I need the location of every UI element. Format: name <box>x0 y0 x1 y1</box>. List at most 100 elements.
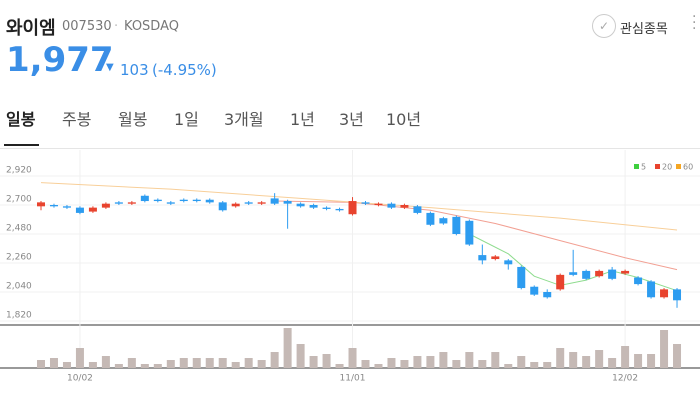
candle-body <box>270 198 279 204</box>
candle-body <box>37 202 45 207</box>
candle-body <box>608 269 617 279</box>
tab[interactable]: 1년 <box>290 110 315 129</box>
volume-bar <box>335 364 344 368</box>
volume-bar <box>543 362 552 368</box>
candle-body <box>387 203 396 208</box>
tab[interactable]: 3년 <box>339 110 364 129</box>
candle-body <box>153 199 162 202</box>
change-pct: (-4.95%) <box>152 61 217 79</box>
candle-body <box>62 206 71 208</box>
volume-bar <box>400 360 409 368</box>
moving-average <box>40 182 678 231</box>
watch-button[interactable]: 관심종목 <box>620 22 668 37</box>
candle-body <box>88 207 97 212</box>
volume-bar <box>49 358 58 368</box>
volume-bar <box>257 360 266 368</box>
market: KOSDAQ <box>124 19 179 34</box>
candle-body <box>218 202 227 211</box>
candle-body <box>634 277 643 285</box>
volume-bar <box>114 364 123 368</box>
volume-bar <box>244 358 253 368</box>
legend-swatch <box>676 164 681 169</box>
candle-body <box>426 212 435 225</box>
legend-swatch <box>655 164 660 169</box>
tab[interactable]: 1일 <box>174 110 199 129</box>
volume-bar <box>413 356 422 368</box>
volume-bar <box>387 358 396 368</box>
candle-body <box>569 272 578 275</box>
moving-average <box>469 233 678 292</box>
candle-body <box>244 202 253 204</box>
legend-swatch <box>634 164 639 169</box>
legend-label: 20 <box>662 163 672 172</box>
candle-body <box>647 281 656 298</box>
candle-body <box>322 207 331 209</box>
volume-bar <box>647 354 656 368</box>
price: 1,977 <box>6 40 114 80</box>
tab[interactable]: 월봉 <box>118 110 148 129</box>
candle-body <box>673 289 682 301</box>
more-menu[interactable]: · · · <box>692 9 697 37</box>
candle-body <box>400 205 409 208</box>
volume-bar <box>75 348 84 368</box>
volume-bar <box>309 356 318 368</box>
candle-body <box>465 220 474 245</box>
volume-bar <box>439 352 448 368</box>
volume-bar <box>140 364 149 368</box>
candle-body <box>517 266 526 289</box>
volume-bar <box>530 362 539 368</box>
volume-bar <box>582 356 591 368</box>
volume-bar <box>348 348 357 368</box>
down-arrow: ▼ <box>106 62 114 73</box>
volume-bar <box>101 356 110 368</box>
volume-bar <box>62 362 71 368</box>
candle-body <box>478 255 487 261</box>
watch-icon[interactable]: ✓ <box>592 14 616 38</box>
candle-body <box>335 208 344 211</box>
candle-body <box>621 270 630 274</box>
volume-bar <box>361 360 370 368</box>
volume-bar <box>673 344 682 368</box>
tab[interactable]: 3개월 <box>224 110 264 129</box>
tab[interactable]: 10년 <box>386 110 422 129</box>
candle-body <box>101 203 110 208</box>
candle-body <box>127 202 136 204</box>
tab[interactable]: 주봉 <box>62 110 92 129</box>
candle-body <box>114 202 123 204</box>
volume-bar <box>179 358 188 368</box>
volume-bar <box>296 344 305 368</box>
separator: · <box>114 19 119 34</box>
y-tick-label: 2,040 <box>6 282 32 292</box>
volume-bar <box>127 358 136 368</box>
candle-body <box>140 195 149 202</box>
candle-body <box>439 218 448 224</box>
volume-bar <box>166 360 175 368</box>
candle-body <box>192 199 201 202</box>
legend-label: 5 <box>641 163 646 172</box>
volume-bar <box>595 350 604 368</box>
volume-bar <box>608 358 617 368</box>
legend-label: 60 <box>683 163 693 172</box>
volume-bar <box>517 356 526 368</box>
candle-body <box>504 260 513 265</box>
y-tick-label: 2,260 <box>6 253 32 263</box>
candle-body <box>283 201 292 204</box>
candle-body <box>582 270 591 279</box>
volume-bar <box>283 328 292 368</box>
volume-bar <box>556 348 565 368</box>
tab[interactable]: 일봉 <box>6 110 36 129</box>
volume-bar <box>270 352 279 368</box>
volume-bar <box>465 352 474 368</box>
candle-body <box>231 203 240 207</box>
volume-bar <box>569 352 578 368</box>
candle-body <box>413 206 422 213</box>
candle-body <box>49 205 58 207</box>
volume-bar <box>478 360 487 368</box>
stock-name: 와이엠 <box>6 18 56 39</box>
tab-underline <box>4 144 39 146</box>
divider <box>0 148 700 149</box>
volume-bar <box>491 352 500 368</box>
volume-bar <box>192 358 201 368</box>
x-tick-label: 10/02 <box>67 374 93 384</box>
